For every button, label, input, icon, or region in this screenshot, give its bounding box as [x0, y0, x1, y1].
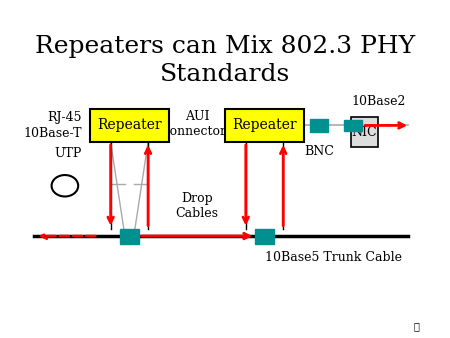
Bar: [344, 120, 362, 131]
Text: 🔈: 🔈: [414, 321, 419, 332]
Bar: [90, 108, 169, 142]
Bar: [255, 228, 274, 244]
Text: Repeater: Repeater: [97, 118, 162, 132]
Bar: [225, 108, 304, 142]
Bar: [351, 117, 378, 147]
Text: 10Base2: 10Base2: [352, 95, 406, 108]
Text: AUI
Connectors: AUI Connectors: [161, 110, 233, 138]
Text: RJ-45: RJ-45: [47, 111, 81, 124]
Text: Repeaters can Mix 802.3 PHY
Standards: Repeaters can Mix 802.3 PHY Standards: [35, 35, 415, 86]
Bar: [120, 228, 139, 244]
Text: Repeater: Repeater: [232, 118, 297, 132]
Text: BNC: BNC: [304, 145, 334, 159]
Text: 10Base-T: 10Base-T: [23, 127, 81, 140]
Text: 10Base5 Trunk Cable: 10Base5 Trunk Cable: [265, 251, 401, 264]
Text: UTP: UTP: [54, 147, 81, 161]
Bar: [310, 119, 328, 132]
Text: NIC: NIC: [351, 126, 377, 139]
Text: Drop
Cables: Drop Cables: [176, 192, 218, 220]
